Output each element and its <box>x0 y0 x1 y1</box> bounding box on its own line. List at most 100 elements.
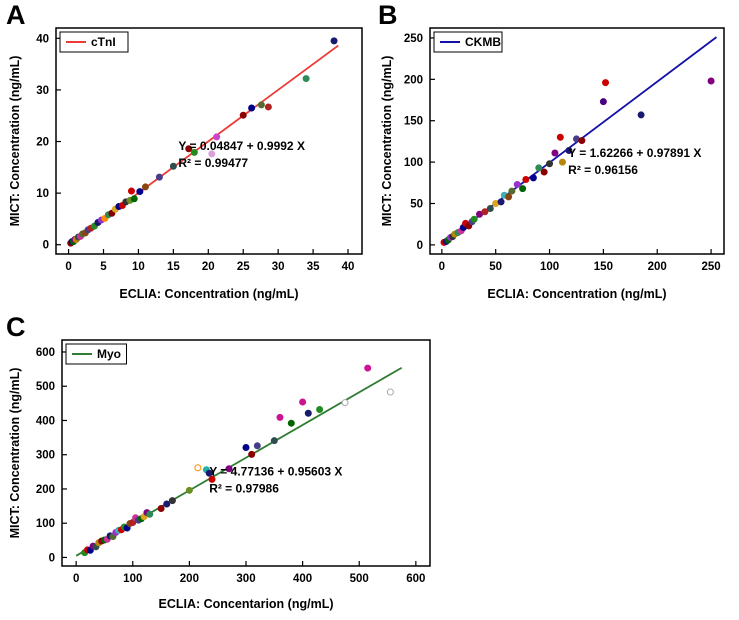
data-point <box>239 111 247 119</box>
data-point <box>599 98 607 106</box>
y-tick-label: 500 <box>36 381 55 393</box>
data-point <box>157 504 165 512</box>
x-tick-label: 0 <box>73 573 79 585</box>
data-point <box>155 173 163 181</box>
data-point <box>565 147 573 155</box>
data-point <box>136 188 144 196</box>
data-point <box>546 160 554 168</box>
y-axis-label: MICT: Concentration (ng/mL) <box>8 56 22 227</box>
x-axis-label: ECLIA: Concentarion (ng/mL) <box>159 597 334 611</box>
x-tick-label: 600 <box>406 573 425 585</box>
panel-b-label: B <box>378 0 398 30</box>
data-point <box>386 388 394 396</box>
x-tick-label: 40 <box>342 261 355 273</box>
data-point <box>208 475 216 483</box>
y-tick-label: 10 <box>36 188 49 200</box>
y-tick-label: 300 <box>36 450 55 462</box>
data-point <box>242 444 250 452</box>
x-tick-label: 50 <box>489 261 502 273</box>
data-point <box>529 174 537 182</box>
data-point <box>130 195 138 203</box>
data-point <box>257 101 265 109</box>
data-point <box>556 133 564 141</box>
data-point <box>707 77 715 85</box>
data-point <box>551 149 559 157</box>
y-tick-label: 0 <box>49 552 55 564</box>
data-point <box>264 103 272 111</box>
x-tick-label: 400 <box>293 573 312 585</box>
y-tick-label: 0 <box>417 240 423 252</box>
x-tick-label: 200 <box>180 573 199 585</box>
legend-label: cTnI <box>91 35 116 49</box>
x-tick-label: 150 <box>594 261 613 273</box>
data-point <box>208 150 216 158</box>
data-point <box>497 198 505 206</box>
y-tick-label: 400 <box>36 415 55 427</box>
x-tick-label: 5 <box>100 261 107 273</box>
y-axis-label: MICT: Concentration (ng/mL) <box>8 368 22 539</box>
x-axis-label: ECLIA: Concentration (ng/mL) <box>119 287 298 301</box>
data-point <box>276 413 284 421</box>
y-axis-label: MICT: Concentration (ng/mL) <box>380 56 394 227</box>
y-tick-label: 600 <box>36 347 55 359</box>
x-tick-label: 35 <box>307 261 320 273</box>
legend-box <box>65 343 127 365</box>
equation-text: Y = 0.04847 + 0.9992 X <box>178 139 305 153</box>
x-tick-label: 10 <box>132 261 145 273</box>
data-point <box>213 133 221 141</box>
data-point <box>535 164 543 172</box>
data-point <box>270 437 278 445</box>
data-point <box>522 175 530 183</box>
data-point <box>287 419 295 427</box>
data-point <box>146 510 154 518</box>
x-tick-label: 200 <box>648 261 667 273</box>
data-point <box>168 497 176 505</box>
panel-c-chart: 0 100 200 300 400 500 600 0 100 200 300 400 500 600 EC… <box>8 339 431 611</box>
x-tick-label: 300 <box>236 573 255 585</box>
data-point <box>505 193 513 201</box>
x-tick-label: 20 <box>202 261 215 273</box>
y-tick-label: 100 <box>36 518 55 530</box>
y-tick-label: 0 <box>43 240 49 252</box>
x-tick-label: 500 <box>350 573 369 585</box>
equation-text: Y = 4.77136 + 0.95603 X <box>209 465 342 479</box>
panel-a-label: A <box>6 0 26 30</box>
x-tick-label: 25 <box>237 261 250 273</box>
data-point <box>304 409 312 417</box>
y-tick-label: 30 <box>36 85 49 97</box>
panel-c: C 0 100 200 300 400 500 600 0 100 200 300 400 500 600… <box>6 312 448 616</box>
panel-b: B 0 50 100 150 200 250 0 50 100 150 200 250 ECLIA: C… <box>378 0 734 306</box>
y-tick-label: 40 <box>36 33 49 45</box>
data-point <box>602 79 610 87</box>
data-point <box>486 204 494 212</box>
y-tick-label: 150 <box>404 116 423 128</box>
x-tick-label: 30 <box>272 261 285 273</box>
data-point <box>508 187 516 195</box>
data-point <box>316 406 324 414</box>
x-tick-label: 100 <box>540 261 559 273</box>
data-point <box>248 450 256 458</box>
r-squared-text: R² = 0.97986 <box>209 482 279 496</box>
data-point <box>481 208 489 216</box>
data-point <box>299 398 307 406</box>
x-tick-label: 15 <box>167 261 180 273</box>
x-tick-label: 0 <box>65 261 71 273</box>
data-point <box>248 104 256 112</box>
legend-box <box>59 31 129 53</box>
y-tick-label: 250 <box>404 33 423 45</box>
data-point <box>185 486 193 494</box>
data-point <box>578 137 586 145</box>
y-tick-label: 20 <box>36 137 49 149</box>
panel-b-chart: 0 50 100 150 200 250 0 50 100 150 200 250 ECLIA: Con… <box>380 27 725 301</box>
panel-a: A 0 5 10 15 20 25 30 35 40 0 10 20 30 40 ECLIA: Concen… <box>6 0 374 306</box>
data-point <box>364 364 372 372</box>
x-axis-label: ECLIA: Concentration (ng/mL) <box>487 287 666 301</box>
data-point <box>163 500 171 508</box>
data-point <box>194 464 202 472</box>
r-squared-text: R² = 0.96156 <box>568 163 638 177</box>
data-point <box>185 145 193 153</box>
legend-label: CKMB <box>465 35 501 49</box>
y-tick-label: 200 <box>404 74 423 86</box>
data-point <box>302 75 310 83</box>
